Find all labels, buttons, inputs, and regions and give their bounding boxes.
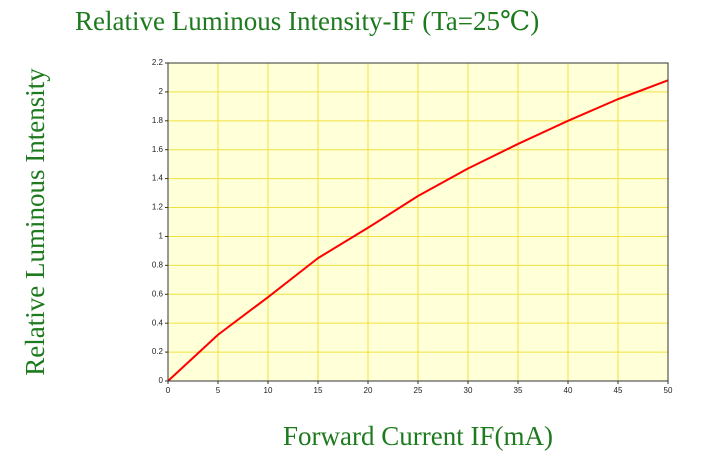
x-tick-label: 50 (664, 386, 673, 395)
x-tick-label: 20 (364, 386, 373, 395)
x-tick-label: 30 (464, 386, 473, 395)
y-axis-label: Relative Luminous Intensity (20, 68, 50, 376)
chart-title: Relative Luminous Intensity-IF (Ta=25℃) (75, 6, 539, 36)
y-tick-label: 0.8 (152, 260, 164, 269)
x-tick-label: 40 (564, 386, 573, 395)
x-tick-label: 5 (216, 386, 221, 395)
y-tick-label: 1.6 (152, 145, 164, 154)
x-tick-label: 10 (264, 386, 273, 395)
y-tick-label: 2 (159, 87, 164, 96)
y-tick-label: 0.6 (152, 289, 164, 298)
x-axis-label: Forward Current IF(mA) (283, 421, 553, 451)
y-tick-label: 1.4 (152, 174, 164, 183)
y-tick-label: 1 (159, 232, 164, 241)
x-tick-label: 0 (166, 386, 171, 395)
y-tick-label: 0 (159, 376, 164, 385)
y-tick-label: 1.8 (152, 116, 164, 125)
x-tick-label: 35 (514, 386, 523, 395)
y-tick-label: 1.2 (152, 203, 164, 212)
y-tick-label: 2.2 (152, 58, 164, 67)
x-tick-label: 25 (414, 386, 423, 395)
x-tick-label: 15 (314, 386, 323, 395)
y-tick-label: 0.2 (152, 347, 164, 356)
line (167, 79, 669, 382)
x-tick-label: 45 (614, 386, 623, 395)
y-tick-label: 0.4 (152, 318, 164, 327)
